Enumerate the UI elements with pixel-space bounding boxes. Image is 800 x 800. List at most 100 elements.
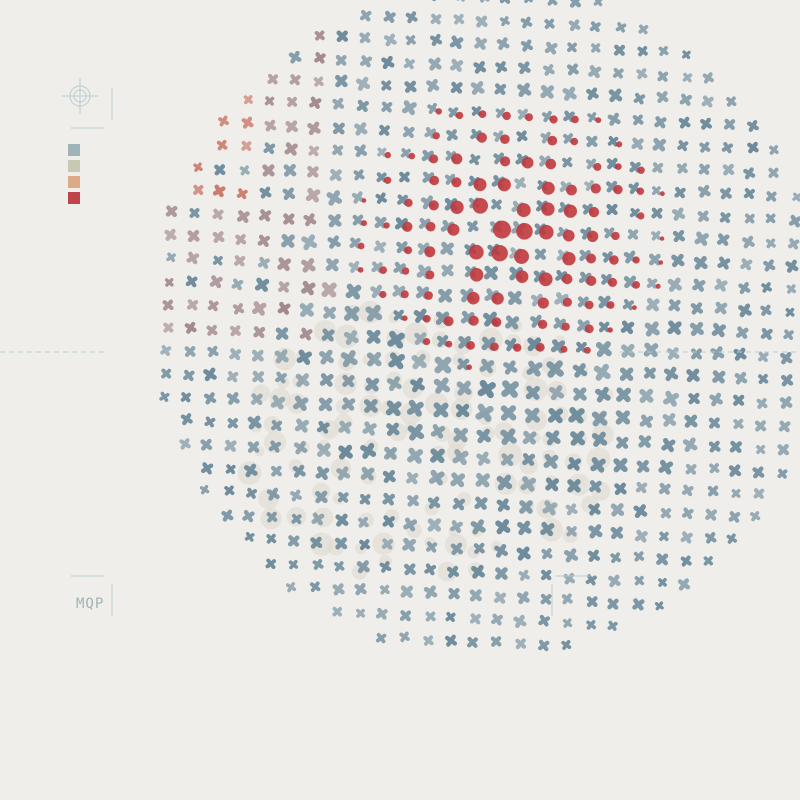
red-dot (525, 113, 533, 122)
x-cross-glyph (209, 275, 223, 289)
x-cross-glyph (456, 380, 472, 396)
x-cross-glyph (639, 388, 654, 403)
x-cross-glyph (761, 282, 772, 293)
x-cross-glyph (677, 578, 691, 591)
x-cross-glyph (301, 280, 316, 296)
red-dot (402, 221, 413, 232)
red-dot (537, 297, 549, 309)
x-cross-glyph (523, 0, 533, 4)
x-cross-glyph (440, 241, 455, 256)
x-cross-glyph (654, 601, 664, 611)
x-cross-glyph (752, 466, 765, 479)
x-cross-glyph (344, 305, 360, 322)
x-cross-glyph (400, 148, 411, 159)
x-cross-glyph (282, 187, 296, 201)
x-cross-glyph (405, 35, 416, 46)
x-cross-glyph (516, 546, 531, 561)
x-cross-glyph (161, 368, 172, 379)
x-cross-glyph (224, 485, 235, 496)
x-cross-glyph (516, 591, 530, 605)
x-cross-glyph (619, 367, 634, 381)
x-cross-glyph (496, 474, 513, 491)
x-cross-glyph (547, 0, 558, 6)
x-cross-glyph (632, 598, 645, 611)
x-cross-glyph (637, 45, 648, 57)
x-cross-glyph (379, 584, 390, 595)
x-cross-glyph (694, 231, 709, 246)
x-cross-glyph (241, 140, 252, 151)
x-cross-glyph (428, 469, 445, 486)
x-cross-glyph (281, 233, 295, 248)
x-cross-glyph (546, 360, 564, 378)
x-cross-glyph (608, 88, 623, 103)
x-cross-glyph (307, 121, 321, 136)
red-dot (404, 246, 413, 255)
x-cross-glyph (270, 419, 283, 432)
x-cross-glyph (183, 369, 195, 382)
x-cross-glyph (697, 184, 711, 198)
x-cross-glyph (613, 44, 626, 56)
x-cross-glyph (353, 169, 365, 181)
x-cross-glyph (250, 393, 263, 406)
x-cross-glyph (404, 80, 417, 93)
x-cross-glyph (236, 210, 250, 223)
red-dot (361, 220, 367, 227)
red-dot (497, 178, 511, 192)
x-cross-glyph (636, 460, 650, 473)
x-cross-glyph (377, 147, 387, 157)
frame-guides (0, 88, 800, 616)
x-cross-glyph (359, 539, 371, 551)
x-cross-glyph (477, 379, 496, 399)
x-cross-glyph (474, 496, 488, 510)
x-cross-glyph (519, 500, 533, 514)
x-cross-glyph (457, 358, 470, 371)
x-cross-glyph (314, 52, 326, 64)
x-cross-glyph (671, 207, 686, 221)
x-cross-glyph (639, 414, 654, 428)
x-cross-glyph (714, 278, 728, 292)
red-dot (502, 111, 511, 121)
red-dot (513, 343, 522, 352)
red-dot (423, 338, 431, 346)
x-cross-glyph (381, 101, 393, 113)
x-cross-glyph (426, 78, 440, 93)
x-cross-glyph (566, 526, 577, 537)
x-cross-glyph (475, 15, 488, 28)
x-cross-glyph (636, 68, 648, 80)
red-dot (632, 256, 640, 264)
red-dot (521, 156, 534, 169)
x-cross-glyph (612, 67, 624, 79)
x-cross-glyph (777, 443, 790, 456)
x-cross-glyph (788, 238, 800, 250)
x-cross-glyph (499, 16, 510, 27)
x-cross-glyph (541, 548, 553, 560)
x-cross-glyph (352, 214, 364, 226)
x-cross-glyph (427, 102, 439, 114)
x-cross-glyph (231, 278, 244, 291)
x-cross-glyph (449, 35, 464, 50)
x-cross-glyph (303, 213, 317, 227)
x-cross-glyph (186, 251, 200, 265)
x-cross-glyph (565, 503, 578, 516)
x-cross-glyph (709, 462, 720, 474)
x-cross-glyph (399, 631, 410, 643)
x-cross-glyph (680, 531, 693, 544)
x-cross-glyph (407, 424, 425, 441)
x-cross-glyph (610, 526, 624, 540)
x-cross-glyph (381, 538, 394, 550)
x-cross-glyph (262, 164, 275, 177)
x-cross-glyph (314, 30, 325, 41)
x-cross-glyph (266, 511, 278, 523)
x-cross-glyph (610, 503, 625, 517)
x-cross-glyph (514, 177, 527, 190)
x-cross-glyph (588, 524, 603, 539)
x-cross-glyph (522, 452, 536, 466)
red-dot (379, 290, 387, 299)
red-dot (545, 158, 557, 170)
x-cross-glyph (411, 353, 427, 370)
x-cross-glyph (753, 488, 765, 500)
x-cross-glyph (513, 614, 527, 629)
slate-cross-layer (159, 0, 800, 652)
x-cross-glyph (315, 490, 328, 504)
x-cross-glyph (341, 397, 356, 411)
